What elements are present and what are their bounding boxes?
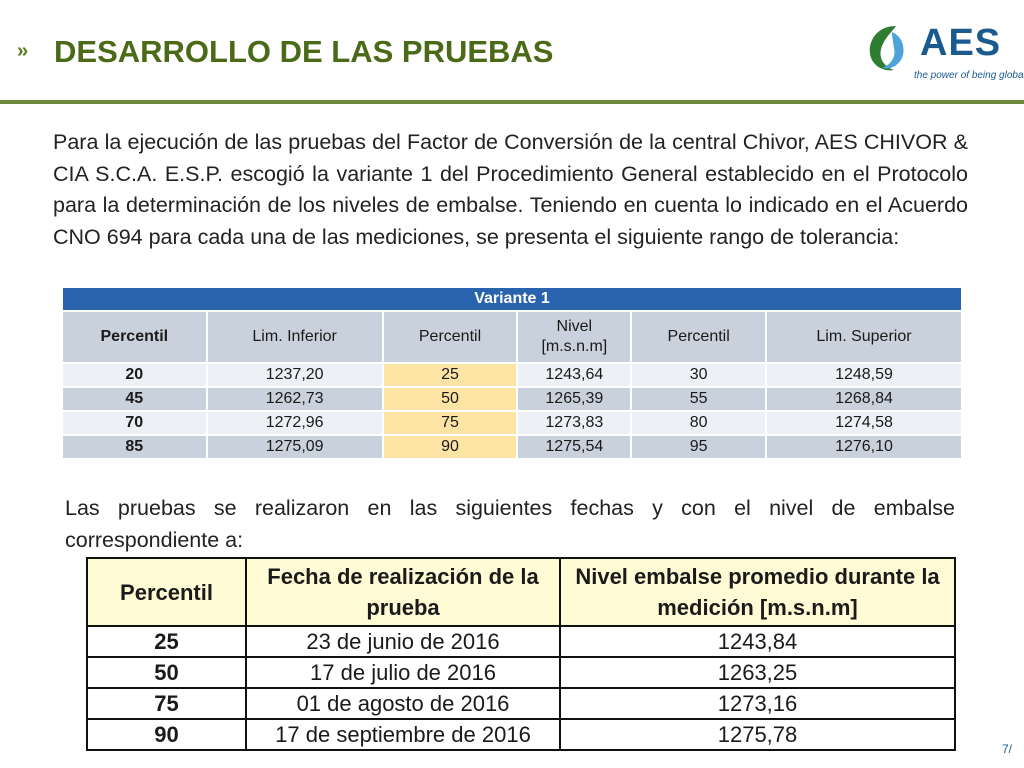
table-cell: 80 — [630, 410, 767, 436]
table-cell: 30 — [630, 362, 767, 388]
table-cell: 90 — [86, 718, 247, 751]
column-header: Lim. Inferior — [205, 310, 384, 364]
column-header: Nivel [m.s.n.m] — [516, 310, 633, 364]
table-cell: 75 — [381, 410, 519, 436]
tolerance-table-caption: Variante 1 — [61, 286, 963, 312]
table-cell: 85 — [61, 434, 208, 460]
table-cell: 1243,84 — [559, 625, 956, 658]
table-cell: 17 de septiembre de 2016 — [245, 718, 561, 751]
column-header: Percentil — [61, 310, 208, 364]
table-cell: 75 — [86, 687, 247, 720]
table-cell: 25 — [381, 362, 519, 388]
column-header: Lim. Superior — [764, 310, 964, 364]
table-cell: 1248,59 — [764, 362, 964, 388]
column-header: Percentil — [86, 557, 247, 627]
table-row: 50 17 de julio de 2016 1263,25 — [86, 656, 956, 689]
table-cell: 1243,64 — [516, 362, 633, 388]
tests-intro-paragraph: Las pruebas se realizaron en las siguien… — [65, 496, 955, 552]
table-cell: 1272,96 — [205, 410, 384, 436]
table-cell: 1265,39 — [516, 386, 633, 412]
table-cell: 70 — [61, 410, 208, 436]
table-header-row: Percentil Lim. Inferior Percentil Nivel … — [61, 310, 964, 364]
table-cell: 17 de julio de 2016 — [245, 656, 561, 689]
table-cell: 1237,20 — [205, 362, 384, 388]
column-header: Fecha de realización de la prueba — [245, 557, 561, 627]
table-cell: 20 — [61, 362, 208, 388]
table-cell: 1276,10 — [764, 434, 964, 460]
table-cell: 1263,25 — [559, 656, 956, 689]
table-header-row: Percentil Fecha de realización de la pru… — [86, 557, 956, 627]
table-cell: 90 — [381, 434, 519, 460]
table-cell: 1268,84 — [764, 386, 964, 412]
table-cell: 1275,54 — [516, 434, 633, 460]
table-cell: 1275,09 — [205, 434, 384, 460]
table-row: 75 01 de agosto de 2016 1273,16 — [86, 687, 956, 720]
table-cell: 50 — [86, 656, 247, 689]
table-row: 85 1275,09 90 1275,54 95 1276,10 — [61, 434, 964, 460]
tests-table: Percentil Fecha de realización de la pru… — [86, 557, 956, 751]
table-row: 90 17 de septiembre de 2016 1275,78 — [86, 718, 956, 751]
table-row: 20 1237,20 25 1243,64 30 1248,59 — [61, 362, 964, 388]
page-title: DESARROLLO DE LAS PRUEBAS — [54, 34, 554, 69]
page-number: 7/ — [1001, 742, 1012, 756]
logo-tagline: the power of being global — [914, 70, 1024, 81]
column-header: Percentil — [381, 310, 519, 364]
table-cell: 01 de agosto de 2016 — [245, 687, 561, 720]
table-row: 45 1262,73 50 1265,39 55 1268,84 — [61, 386, 964, 412]
logo-wordmark: AES — [920, 22, 1002, 64]
table-cell: 1262,73 — [205, 386, 384, 412]
header-divider — [0, 100, 1024, 104]
intro-paragraph: Para la ejecución de las pruebas del Fac… — [53, 130, 968, 249]
table-cell: 23 de junio de 2016 — [245, 625, 561, 658]
title-chevron: ›› — [17, 40, 28, 62]
table-row: 25 23 de junio de 2016 1243,84 — [86, 625, 956, 658]
table-cell: 1275,78 — [559, 718, 956, 751]
column-header: Nivel embalse promedio durante la medici… — [559, 557, 956, 627]
table-cell: 45 — [61, 386, 208, 412]
table-cell: 1273,16 — [559, 687, 956, 720]
tolerance-table: Variante 1 Percentil Lim. Inferior Perce… — [61, 286, 964, 460]
column-header: Percentil — [630, 310, 767, 364]
table-cell: 1273,83 — [516, 410, 633, 436]
table-row: 70 1272,96 75 1273,83 80 1274,58 — [61, 410, 964, 436]
table-cell: 50 — [381, 386, 519, 412]
aes-swirl-icon — [869, 26, 904, 71]
table-cell: 1274,58 — [764, 410, 964, 436]
table-cell: 55 — [630, 386, 767, 412]
table-cell: 25 — [86, 625, 247, 658]
table-cell: 95 — [630, 434, 767, 460]
aes-logo: AES the power of being global — [862, 18, 1024, 88]
